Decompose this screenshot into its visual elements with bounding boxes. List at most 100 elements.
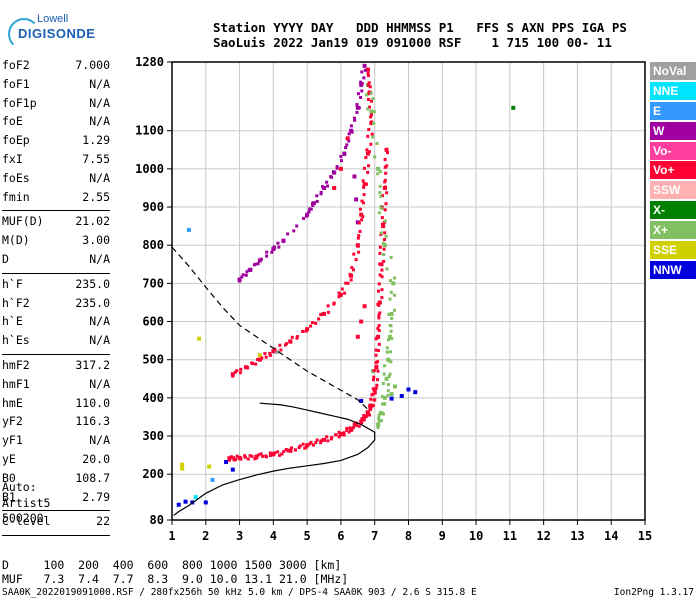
logo-sub: Lowell — [37, 13, 69, 25]
param-row: B0 108.7 — [2, 471, 110, 490]
trace-dot — [361, 215, 365, 219]
trace-dot — [309, 440, 313, 444]
trace-dot — [314, 440, 318, 444]
trace-dot — [248, 454, 252, 458]
param-value: 7.000 — [75, 58, 110, 72]
dashed-curve — [171, 246, 369, 410]
x-tick-label: 11 — [503, 529, 517, 543]
trace-dot — [372, 369, 376, 373]
trace-dot — [362, 418, 366, 422]
trace-dot — [370, 113, 374, 117]
param-label: foF2 — [2, 58, 30, 72]
trace-dot — [379, 419, 383, 423]
trace-dot — [379, 231, 383, 235]
trace-dot — [360, 89, 364, 93]
trace-dot — [290, 335, 294, 339]
trace-dot — [385, 164, 389, 168]
trace-dot — [375, 141, 379, 145]
data-point-nnw — [413, 390, 418, 395]
parameter-panel: foF2 7.000 foF1 N/A foF1p N/A foE N/A foEp 1.29 fx… — [2, 58, 110, 539]
trace-dot — [382, 238, 386, 242]
trace-dot — [339, 154, 343, 158]
param-label: MUF(D) — [2, 214, 44, 229]
param-row: hmF2 317.2 — [2, 358, 110, 377]
trace-dot — [339, 159, 343, 163]
y-tick-label: 80 — [150, 513, 164, 527]
trace-dot — [389, 329, 393, 333]
trace-dot — [345, 143, 349, 147]
trace-dot — [377, 313, 381, 317]
data-point-nnw — [203, 500, 208, 505]
trace-dot — [383, 219, 387, 223]
x-tick-label: 8 — [405, 529, 412, 543]
trace-dot — [265, 254, 269, 258]
trace-dot — [233, 370, 237, 374]
legend-item-nne: NNE — [650, 81, 696, 100]
trace-dot — [304, 445, 308, 449]
trace-dot — [371, 97, 375, 101]
trace-dot — [359, 80, 363, 84]
data-point-x — [369, 109, 374, 114]
trace-dot — [376, 360, 380, 364]
station-header: Station YYYY DAY DDD HHMMSS P1 FFS S AXN… — [213, 20, 627, 50]
trace-dot — [377, 282, 381, 286]
param-separator — [2, 353, 110, 355]
x-tick-label: 12 — [536, 529, 550, 543]
trace-dot — [390, 316, 394, 320]
trace-dot — [348, 272, 352, 276]
trace-dot — [374, 386, 378, 390]
trace-dot — [282, 449, 286, 453]
trace-dot — [373, 391, 377, 395]
data-point-vo — [365, 151, 370, 156]
header-line-1: Station YYYY DAY DDD HHMMSS P1 FFS S AXN… — [213, 20, 627, 35]
trace-dot — [272, 245, 276, 249]
data-point-vo — [359, 212, 364, 217]
trace-dot — [378, 311, 382, 315]
trace-dot — [376, 289, 380, 293]
trace-dot — [381, 402, 385, 406]
trace-dot — [301, 442, 305, 446]
trace-dot — [378, 262, 382, 266]
trace-dot — [362, 193, 366, 197]
trace-dot — [246, 457, 250, 461]
param-label: B0 — [2, 470, 16, 485]
trace-dot — [361, 179, 365, 183]
trace-dot — [367, 81, 371, 85]
param-row: foEs N/A — [2, 171, 110, 190]
trace-dot — [286, 232, 290, 236]
trace-dot — [259, 257, 263, 261]
param-row: MUF(D) 21.02 — [2, 214, 110, 233]
trace-dot — [290, 446, 294, 450]
header-line-2: SaoLuis 2022 Jan19 019 091000 RSF 1 715 … — [213, 35, 612, 50]
trace-dot — [384, 171, 388, 175]
trace-dot — [356, 92, 360, 96]
trace-dot — [381, 194, 385, 198]
param-separator — [2, 210, 110, 212]
trace-dot — [374, 353, 378, 357]
data-point-x — [511, 105, 516, 110]
trace-dot — [355, 111, 359, 115]
trace-dot — [308, 442, 312, 446]
trace-dot — [371, 135, 375, 139]
trace-dot — [293, 448, 297, 452]
trace-dot — [325, 435, 329, 439]
param-row: B1 2.79 — [2, 490, 110, 509]
trace-dot — [387, 359, 391, 363]
param-row: h`F 235.0 — [2, 277, 110, 296]
trace-dot — [295, 224, 299, 228]
param-row: foF1 N/A — [2, 77, 110, 96]
trace-dot — [315, 438, 319, 442]
trace-dot — [389, 360, 393, 364]
data-point-vo — [322, 437, 327, 442]
x-tick-label: 10 — [469, 529, 483, 543]
trace-dot — [377, 413, 381, 417]
trace-dot — [376, 302, 380, 306]
trace-dot — [270, 250, 274, 254]
param-label: h`F2 — [2, 295, 30, 310]
trace-dot — [245, 270, 249, 274]
trace-dot — [388, 279, 392, 283]
data-point-nnw — [406, 387, 411, 392]
trace-dot — [292, 229, 296, 233]
x-tick-label: 15 — [638, 529, 652, 543]
